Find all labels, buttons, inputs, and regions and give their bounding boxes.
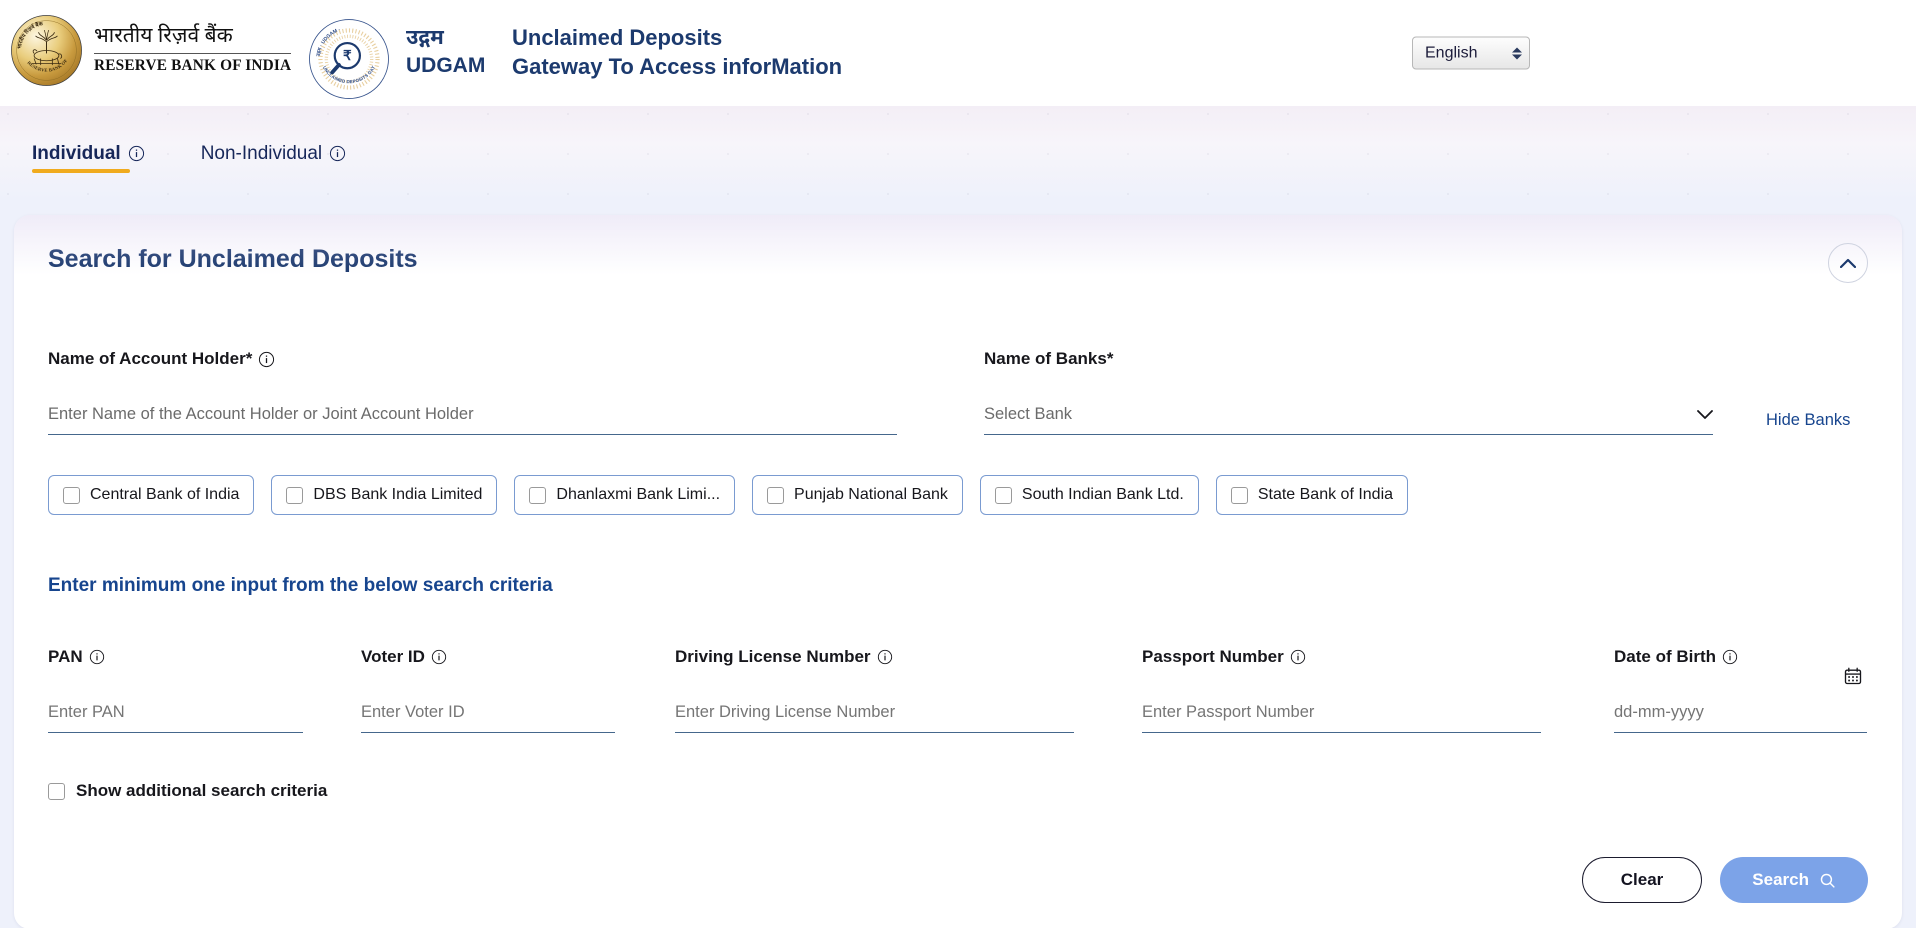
- svg-text:₹: ₹: [343, 48, 352, 63]
